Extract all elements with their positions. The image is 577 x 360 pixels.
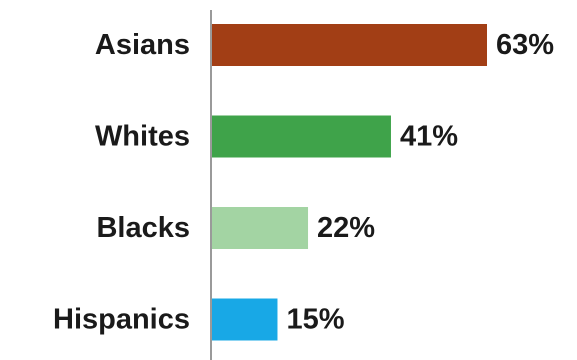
bar-whites xyxy=(212,115,391,158)
category-label-whites: Whites xyxy=(95,121,190,153)
value-label-blacks: 22% xyxy=(317,212,375,244)
bar-hispanics xyxy=(212,298,278,341)
category-label-hispanics: Hispanics xyxy=(53,304,190,336)
bar-blacks xyxy=(212,207,309,249)
value-label-hispanics: 15% xyxy=(286,304,344,336)
value-label-asians: 63% xyxy=(496,29,554,61)
value-label-whites: 41% xyxy=(400,121,458,153)
bars-group: Asians 63% Whites 41% Blacks 22% Hispanics 15% xyxy=(53,24,554,341)
category-label-asians: Asians xyxy=(95,29,190,61)
category-label-blacks: Blacks xyxy=(96,212,190,244)
bar-asians xyxy=(212,24,487,66)
